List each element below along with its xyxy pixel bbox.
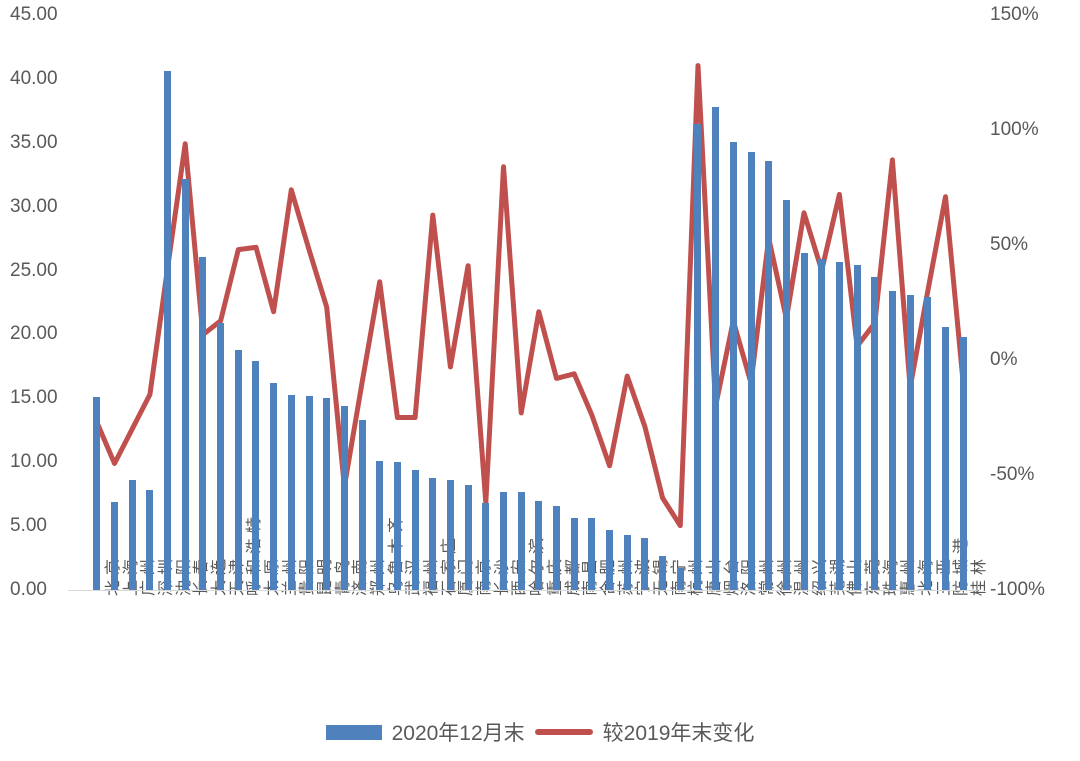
bar xyxy=(111,501,119,590)
bar xyxy=(429,477,437,590)
bar xyxy=(482,503,490,590)
bar xyxy=(588,518,596,590)
bar xyxy=(553,505,561,590)
bar xyxy=(765,160,773,590)
bar xyxy=(393,462,401,590)
right-axis-tick-label: 100% xyxy=(990,119,1039,140)
bar xyxy=(676,568,684,590)
bar xyxy=(694,123,702,590)
bar xyxy=(959,337,967,590)
bar xyxy=(446,480,454,590)
bar xyxy=(888,291,896,590)
bar xyxy=(199,256,207,590)
left-axis-tick-label: 5.00 xyxy=(10,515,47,537)
x-axis-line xyxy=(68,590,977,591)
left-axis-tick-label: 15.00 xyxy=(10,387,58,409)
bar xyxy=(252,361,260,590)
bar xyxy=(164,71,172,590)
bar xyxy=(800,252,808,590)
bar xyxy=(782,200,790,590)
bar xyxy=(818,259,826,590)
left-axis-tick-label: 0.00 xyxy=(10,579,47,600)
bar xyxy=(234,349,242,590)
left-axis-tick-label: 45.00 xyxy=(10,4,58,25)
left-axis-tick-label: 40.00 xyxy=(10,67,58,89)
bar xyxy=(570,518,578,590)
right-axis-tick-label: -100% xyxy=(990,579,1045,600)
bar xyxy=(181,178,189,590)
bar xyxy=(93,397,101,590)
chart-legend: 2020年12月末 较2019年末变化 xyxy=(0,717,1080,747)
bar xyxy=(358,420,366,590)
legend-bar-label: 2020年12月末 xyxy=(391,722,525,745)
bar xyxy=(906,294,914,590)
bar xyxy=(340,406,348,590)
bar xyxy=(376,460,384,590)
bar xyxy=(712,107,720,590)
bar xyxy=(623,535,631,590)
bar xyxy=(217,322,225,590)
right-axis-tick-label: 150% xyxy=(990,4,1039,25)
right-axis-tick-label: 50% xyxy=(990,234,1029,255)
bar xyxy=(270,383,278,590)
bar xyxy=(146,490,154,590)
bar xyxy=(729,141,737,590)
bar xyxy=(287,394,295,590)
bar xyxy=(641,537,649,590)
bar xyxy=(853,265,861,590)
bar xyxy=(835,261,843,590)
left-axis-tick-label: 20.00 xyxy=(10,323,58,345)
bar xyxy=(128,480,136,590)
bar xyxy=(517,491,525,590)
line-series-path xyxy=(94,63,966,529)
bar xyxy=(464,485,472,590)
bar xyxy=(535,500,543,590)
bar xyxy=(411,469,419,590)
legend-line-swatch xyxy=(534,729,593,735)
right-axis-tick-label: -50% xyxy=(990,464,1035,485)
left-axis-tick-label: 30.00 xyxy=(10,195,58,217)
left-axis-tick-label: 35.00 xyxy=(10,131,58,153)
bar xyxy=(499,491,507,590)
bar xyxy=(606,529,614,590)
bar xyxy=(871,276,879,590)
bar xyxy=(305,395,313,590)
right-axis-tick-label: 0% xyxy=(990,349,1018,370)
bar xyxy=(747,151,755,590)
left-axis-tick-label: 25.00 xyxy=(10,259,58,281)
legend-bar-swatch xyxy=(325,724,382,740)
bar xyxy=(659,555,667,590)
bar xyxy=(941,326,949,590)
bar xyxy=(323,398,331,590)
legend-line-label: 较2019年末变化 xyxy=(602,722,755,745)
left-axis-tick-label: 10.00 xyxy=(10,451,58,473)
bar xyxy=(924,297,932,590)
